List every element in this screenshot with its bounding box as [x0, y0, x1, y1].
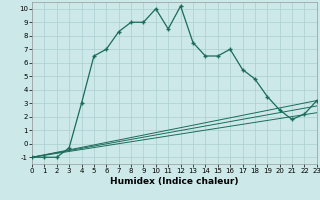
X-axis label: Humidex (Indice chaleur): Humidex (Indice chaleur)	[110, 177, 239, 186]
